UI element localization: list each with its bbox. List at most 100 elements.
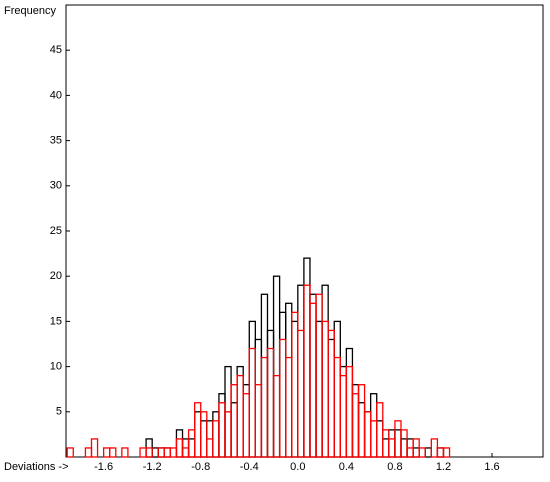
histogram-bar [163, 447, 172, 458]
histogram-bar [345, 347, 354, 458]
x-tick-label: 1.6 [484, 461, 499, 473]
histogram-bar [236, 365, 244, 458]
histogram-bar [181, 447, 190, 458]
histogram-bar [309, 302, 317, 458]
histogram-bar [345, 365, 354, 458]
histogram-bar [206, 438, 214, 458]
histogram-bar [339, 374, 348, 458]
histogram-bar [363, 411, 372, 458]
histogram-bar [242, 384, 250, 458]
histogram-bar [200, 420, 208, 458]
histogram-bar [333, 320, 341, 458]
histogram-bar [145, 447, 153, 458]
histogram-bar [90, 438, 99, 458]
histogram-bar [321, 284, 329, 458]
histogram-bar [418, 447, 426, 458]
y-tick-label: 20 [50, 270, 62, 282]
histogram-bar [436, 447, 445, 458]
histogram-bar [194, 411, 202, 458]
histogram-bar [187, 429, 196, 458]
histogram-bar [102, 447, 111, 458]
y-tick-label: 45 [50, 44, 62, 56]
histogram-bar [357, 384, 366, 458]
histogram-bar [442, 447, 451, 458]
histogram-bar [121, 447, 129, 458]
histogram-bar [285, 302, 293, 458]
histogram-bar [363, 411, 372, 458]
histogram-bar [230, 402, 238, 458]
y-tick-label: 10 [50, 361, 62, 373]
histogram-bar [351, 393, 360, 458]
histogram-bar [84, 447, 93, 458]
histogram-bar [376, 420, 384, 458]
histogram-bar [151, 447, 159, 458]
histogram-bar [406, 447, 414, 458]
histogram-bar [400, 429, 408, 458]
histogram-bar [242, 393, 250, 458]
histogram-bar [254, 384, 263, 458]
histogram-bar [430, 438, 439, 458]
histogram-bar [303, 284, 311, 458]
y-tick-label: 5 [56, 406, 62, 418]
histogram-bar [394, 420, 402, 458]
histogram-bar [157, 447, 165, 458]
histogram-bar [369, 420, 378, 458]
y-tick-label: 30 [50, 180, 62, 192]
histogram-bar [297, 284, 305, 458]
histogram-bar [278, 338, 287, 458]
histogram-bar [248, 347, 256, 458]
histogram-bar [382, 438, 390, 458]
x-tick-label: 0.4 [339, 461, 354, 473]
histogram-bar [297, 329, 305, 458]
histogram-bar [309, 293, 317, 458]
histogram-bar [266, 347, 275, 458]
histogram-bar [291, 320, 299, 458]
histogram-bar [66, 447, 74, 458]
histogram-bar [266, 329, 275, 458]
x-tick-label: 1.2 [436, 461, 451, 473]
histogram-bar [376, 402, 384, 458]
x-tick-label: 0.8 [387, 461, 402, 473]
y-tick-label: 25 [50, 225, 62, 237]
y-tick-label: 15 [50, 315, 62, 327]
histogram-bar [157, 447, 165, 458]
x-tick-label: -0.8 [191, 461, 210, 473]
histogram-bar [200, 411, 208, 458]
histogram-bar [382, 429, 390, 458]
histogram-bar [278, 311, 287, 458]
x-axis-label: Deviations -> [4, 461, 69, 473]
y-axis-label: Frequency [4, 5, 56, 17]
histogram-bar [187, 438, 196, 458]
histogram-bar [224, 411, 232, 458]
histogram-bar [109, 447, 117, 458]
histogram-bar [303, 257, 311, 458]
histogram-bar [272, 275, 281, 458]
histogram-bar [139, 447, 147, 458]
histogram-bar [315, 320, 323, 458]
histogram-bar [212, 411, 220, 458]
histogram-bar [175, 429, 184, 458]
histogram-bar [351, 384, 360, 458]
histogram-bar [248, 320, 256, 458]
histogram-bar [272, 374, 281, 458]
histogram-bar [285, 356, 293, 458]
x-tick-label: -1.6 [94, 461, 113, 473]
x-tick-label: -1.2 [143, 461, 162, 473]
histogram-bar [321, 320, 329, 458]
histogram-bar [212, 420, 220, 458]
histogram-bar [369, 393, 378, 458]
histogram-bar [333, 356, 341, 458]
histogram-bar [327, 329, 335, 458]
histogram-bar [291, 311, 299, 458]
y-tick-label: 35 [50, 135, 62, 147]
y-tick-label: 40 [50, 89, 62, 101]
histogram-bar [260, 356, 269, 458]
histogram-bar [400, 438, 408, 458]
histogram-bar [388, 438, 396, 458]
histogram-bar [236, 374, 244, 458]
histogram-bar [339, 365, 348, 458]
histogram-bar [163, 447, 172, 458]
histogram-bar [412, 447, 420, 458]
histogram-bar [436, 447, 445, 458]
